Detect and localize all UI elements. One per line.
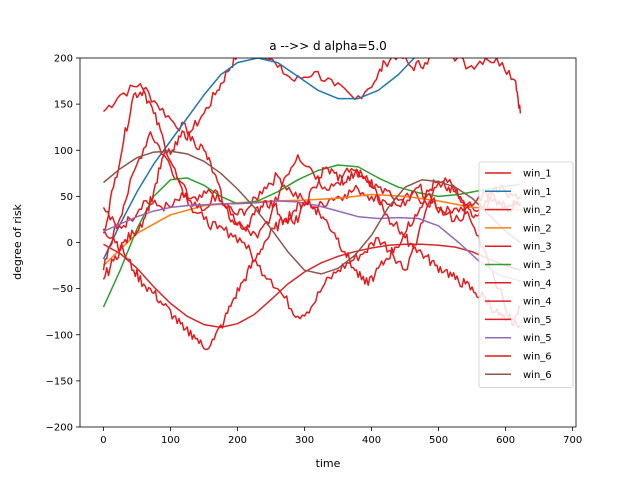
y-tick-label: −100 xyxy=(46,330,73,341)
legend-label: win_4 xyxy=(523,278,552,289)
legend-label: win_1 xyxy=(523,169,552,180)
series-line-win-1-1 xyxy=(102,58,416,260)
legend-label: win_3 xyxy=(523,242,552,253)
y-tick-label: 200 xyxy=(54,54,73,65)
y-tick-label: −150 xyxy=(46,376,73,387)
x-tick-label: 700 xyxy=(563,435,582,446)
legend-label: win_4 xyxy=(523,297,552,308)
y-tick-label: 0 xyxy=(67,238,73,249)
x-tick-label: 300 xyxy=(295,435,314,446)
series-line-win-3-4 xyxy=(102,131,521,327)
series-line-win-2-2 xyxy=(102,172,521,230)
y-tick-label: 100 xyxy=(54,146,73,157)
x-axis-label: time xyxy=(316,457,341,470)
series-line-win-5-9 xyxy=(103,200,521,282)
legend-label: win_2 xyxy=(523,205,552,216)
series-line-win-4-6 xyxy=(102,89,522,239)
y-tick-label: −50 xyxy=(52,284,73,295)
legend-label: win_5 xyxy=(523,333,552,344)
y-tick-label: 50 xyxy=(60,192,73,203)
legend-box xyxy=(478,161,574,389)
x-tick-label: 400 xyxy=(362,435,381,446)
series-line-win-3-5 xyxy=(102,164,521,308)
series-line-win-5-8 xyxy=(102,200,521,351)
ticks-layer: 0 100 200 300 400 500 600 700 −200 −150 −100 −50 0 50… xyxy=(46,54,583,447)
series-line-win-2-3 xyxy=(102,193,521,267)
x-tick-label: 100 xyxy=(161,435,180,446)
y-tick-label: 150 xyxy=(54,100,73,111)
series-line-win-6-10 xyxy=(102,130,521,280)
x-tick-label: 200 xyxy=(228,435,247,446)
chart-title: a -->> d alpha=5.0 xyxy=(269,39,387,53)
legend-label: win_6 xyxy=(523,352,552,363)
series-line-win-6-11 xyxy=(103,150,521,275)
legend: win_1 win_1 win_2 win_2 win_3 win_3 win_4 win_4… xyxy=(478,161,574,389)
legend-label: win_3 xyxy=(523,260,552,271)
x-tick-label: 500 xyxy=(429,435,448,446)
legend-label: win_6 xyxy=(523,370,552,381)
y-tick-label: −200 xyxy=(46,423,73,434)
legend-label: win_2 xyxy=(523,223,552,234)
series-layer xyxy=(102,58,522,351)
legend-label: win_5 xyxy=(523,315,552,326)
series-line-win-1-0 xyxy=(102,58,522,136)
y-axis-label: degree of risk xyxy=(11,203,24,279)
legend-label: win_1 xyxy=(523,187,552,198)
x-tick-label: 600 xyxy=(496,435,515,446)
series-line-win-4-7 xyxy=(103,243,521,329)
x-tick-label: 0 xyxy=(100,435,106,446)
